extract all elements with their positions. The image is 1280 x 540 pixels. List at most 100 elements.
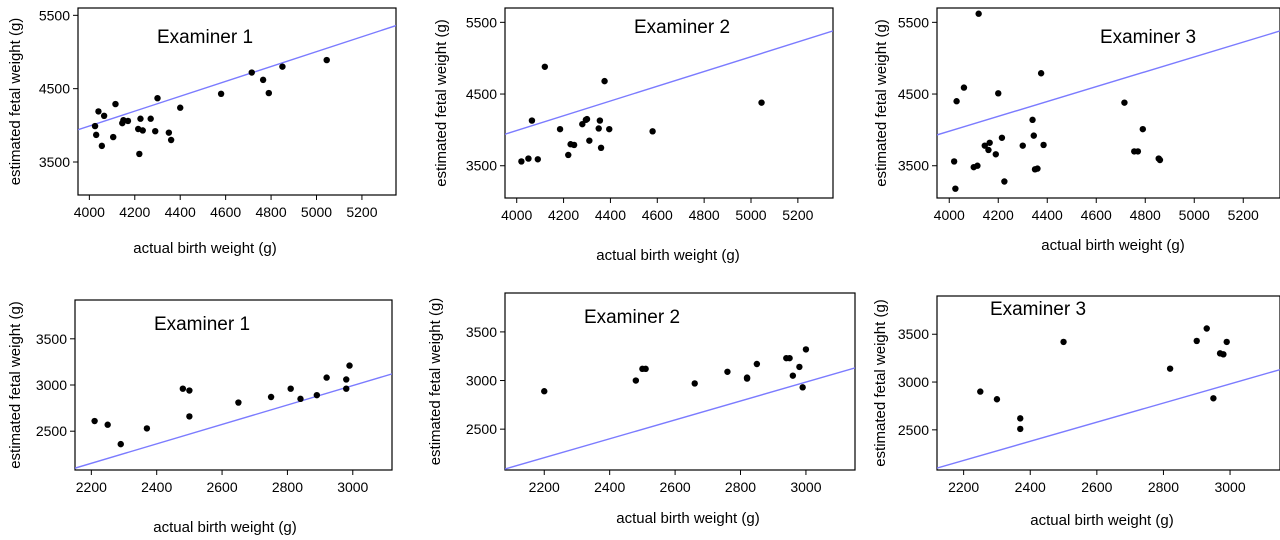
data-point	[1203, 325, 1210, 332]
data-point	[186, 387, 193, 394]
x-tick-label: 2400	[594, 479, 625, 495]
y-tick-label: 2500	[36, 423, 67, 439]
data-point	[248, 69, 255, 76]
x-tick-label: 3000	[1214, 479, 1245, 495]
reference-line	[937, 30, 1280, 136]
y-tick-label: 4500	[898, 86, 929, 102]
data-point	[235, 399, 242, 406]
data-point	[786, 354, 793, 362]
data-point	[92, 131, 100, 139]
data-point	[998, 134, 1006, 141]
reference-line	[937, 368, 1280, 469]
data-point	[1060, 338, 1067, 346]
chart-panel-3: 4000 4200 4400 4600 4800 5000 5200 3500 4500 5500…	[873, 7, 1280, 254]
data-point	[595, 125, 602, 132]
data-point	[279, 63, 286, 70]
data-point	[1139, 125, 1147, 133]
x-tick-label: 4600	[210, 204, 241, 220]
data-point	[789, 372, 797, 379]
x-tick-label: 5000	[301, 204, 332, 220]
plot-frame	[504, 7, 834, 199]
y-tick-label: 2500	[898, 422, 929, 438]
plot-frame	[936, 295, 1280, 471]
y-axis-label: estimated fetal weight (g)	[7, 301, 24, 469]
data-point	[960, 84, 968, 91]
data-point	[1220, 351, 1227, 358]
reference-line	[505, 30, 833, 135]
y-axis-label: estimated fetal weight (g)	[427, 298, 444, 466]
x-axis-label: actual birth weight (g)	[133, 240, 276, 257]
data-point	[1134, 148, 1142, 155]
x-tick-label: 4800	[1130, 207, 1161, 223]
data-point	[1121, 99, 1128, 106]
y-tick-label: 5500	[898, 14, 929, 30]
reference-line	[505, 367, 855, 470]
x-tick-label: 4600	[642, 207, 673, 223]
data-point	[1193, 337, 1200, 345]
plot-frame	[936, 7, 1280, 199]
data-point	[528, 117, 536, 124]
x-tick-label: 2200	[529, 479, 560, 495]
data-point	[992, 151, 999, 158]
x-tick-label: 2800	[1148, 479, 1179, 495]
x-tick-label: 2800	[272, 479, 303, 495]
y-tick-label: 3500	[39, 154, 70, 170]
data-point	[165, 129, 173, 136]
data-point	[802, 346, 810, 353]
data-point	[565, 151, 572, 159]
x-tick-label: 2800	[725, 479, 756, 495]
data-point	[179, 385, 187, 392]
panel-title: Examiner 2	[634, 17, 730, 38]
data-point	[586, 137, 593, 144]
data-point	[1017, 425, 1024, 433]
data-point	[143, 425, 151, 432]
x-tick-label: 4000	[74, 204, 105, 220]
data-point	[177, 104, 184, 111]
x-tick-label: 4200	[119, 204, 150, 220]
data-point	[1210, 395, 1217, 402]
data-point	[974, 162, 981, 169]
data-point	[691, 380, 698, 387]
data-point	[313, 391, 321, 399]
y-tick-label: 4500	[466, 86, 497, 102]
data-point	[1029, 116, 1036, 124]
x-tick-label: 5000	[735, 207, 766, 223]
x-tick-label: 4200	[548, 207, 579, 223]
x-axis-label: actual birth weight (g)	[1030, 512, 1173, 529]
data-point	[799, 384, 806, 391]
data-point	[953, 98, 960, 105]
reference-line	[78, 24, 396, 131]
x-tick-label: 2600	[1081, 479, 1112, 495]
chart-panel-1: 4000 4200 4400 4600 4800 5000 5200 3500 4500 5500…	[7, 7, 397, 257]
y-tick-label: 3000	[36, 377, 67, 393]
data-point	[117, 440, 124, 448]
data-point	[297, 395, 304, 403]
data-point	[583, 115, 591, 123]
data-point	[534, 156, 541, 163]
data-point	[1156, 156, 1164, 164]
data-point	[724, 368, 731, 375]
data-point	[154, 95, 161, 102]
x-tick-label: 5200	[346, 204, 377, 220]
data-point	[104, 421, 111, 428]
data-point	[323, 56, 330, 64]
data-point	[753, 360, 761, 368]
data-point	[995, 90, 1002, 97]
x-tick-label: 4200	[983, 207, 1014, 223]
data-point	[167, 136, 175, 144]
plot-frame	[504, 292, 856, 471]
x-tick-label: 4400	[165, 204, 196, 220]
data-point	[541, 63, 549, 70]
x-tick-label: 3000	[790, 479, 821, 495]
data-point	[796, 363, 803, 371]
y-tick-label: 3000	[898, 374, 929, 390]
data-point	[136, 150, 143, 158]
data-point	[950, 158, 958, 165]
data-point	[139, 127, 146, 134]
x-tick-label: 2200	[76, 479, 107, 495]
panel-title: Examiner 2	[584, 307, 680, 328]
data-point	[1030, 132, 1037, 139]
data-point	[541, 388, 548, 395]
data-point	[596, 117, 604, 124]
data-point	[556, 125, 564, 133]
